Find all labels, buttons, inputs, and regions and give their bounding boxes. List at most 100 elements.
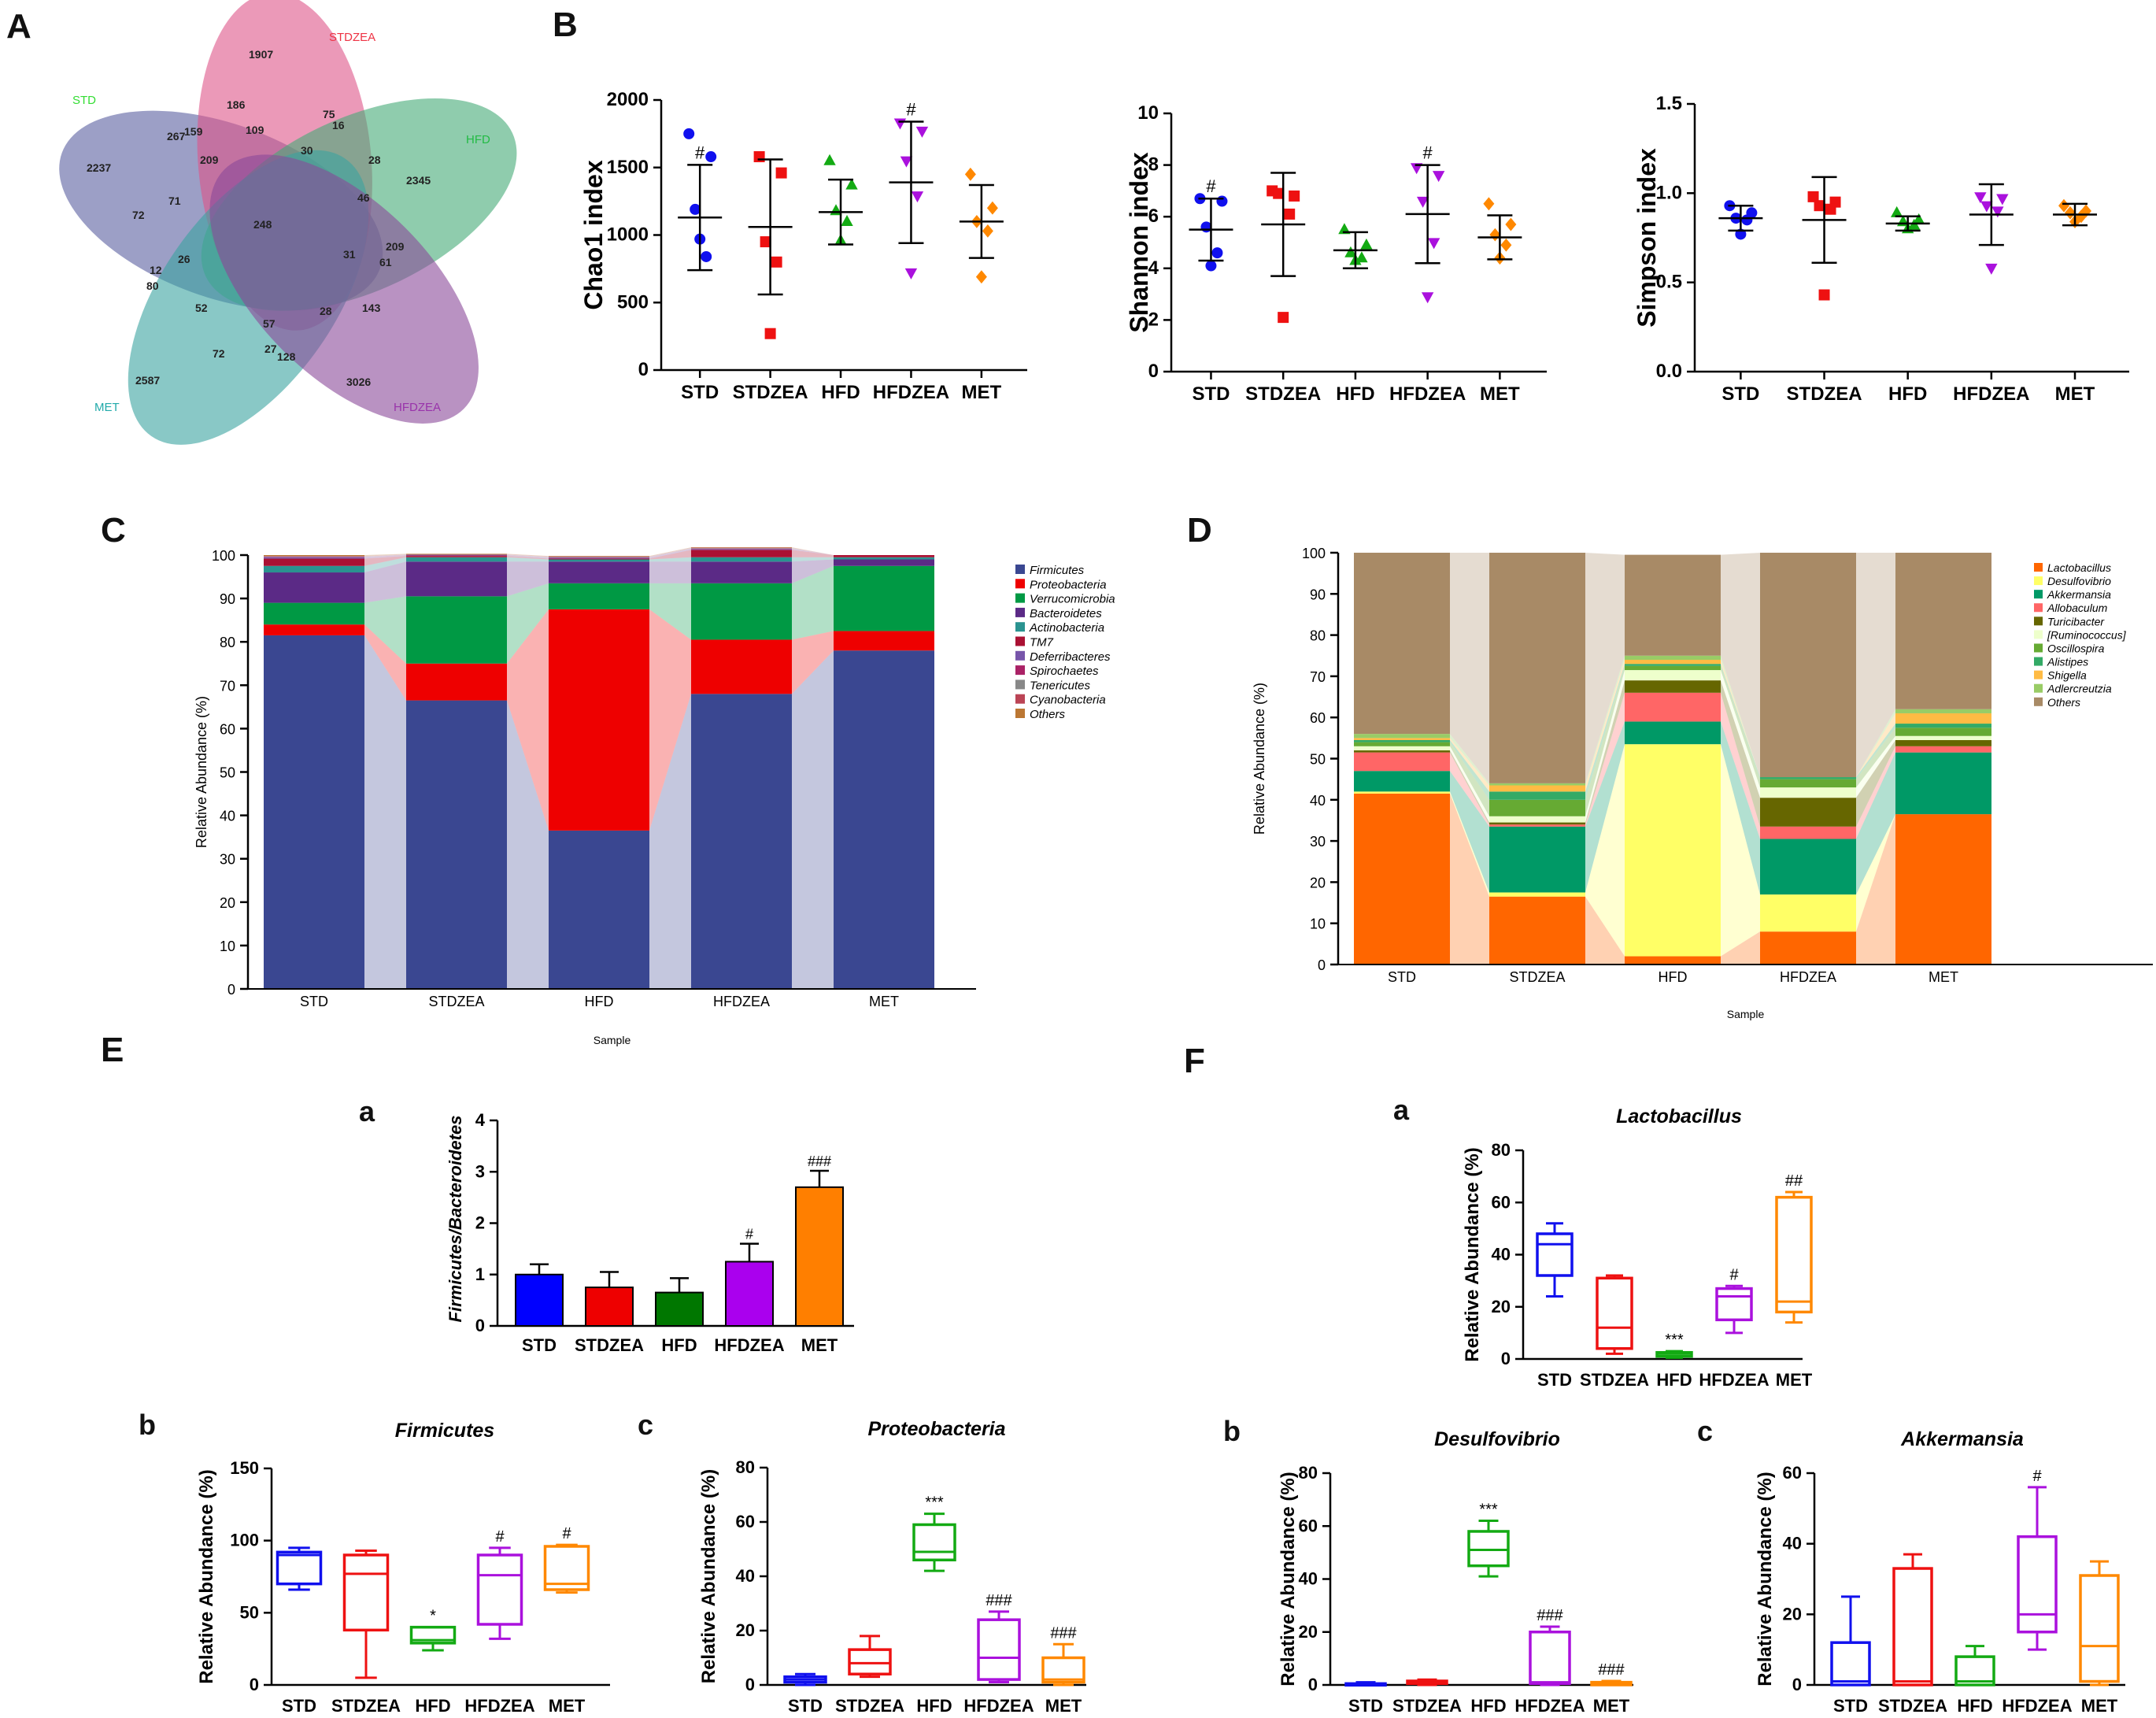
legend-swatch bbox=[2034, 603, 2043, 613]
legend-label: Akkermansia bbox=[2047, 588, 2111, 601]
data-point bbox=[2058, 198, 2069, 213]
legend-swatch bbox=[2034, 576, 2043, 586]
legend-swatch bbox=[2034, 563, 2043, 572]
x-tick-label: STD bbox=[1721, 383, 1759, 405]
flow-band bbox=[1856, 814, 1895, 932]
stack-segment bbox=[1625, 680, 1721, 693]
stack-segment bbox=[1489, 824, 1585, 827]
legend-label: Alistipes bbox=[2047, 656, 2088, 668]
stack-segment bbox=[1625, 956, 1721, 965]
box bbox=[1892, 1567, 1933, 1687]
stack-segment bbox=[1625, 659, 1721, 665]
chart-B1: 0 500 1000 1500 2000 Chao1 index STD # STDZEA HFD… bbox=[579, 89, 1027, 403]
venn-set-label: HFD bbox=[466, 133, 490, 146]
flow-band bbox=[792, 550, 834, 557]
stack-segment bbox=[1489, 892, 1585, 897]
stack-segment bbox=[1625, 670, 1721, 681]
stack-segment bbox=[1489, 822, 1585, 825]
y-tick-label: 80 bbox=[1299, 1463, 1318, 1483]
significance-marker: # bbox=[695, 143, 705, 162]
chart-D: 0 10 20 30 40 50 60 70 80 90 100 STD STDZEA HFD HFDZEA… bbox=[1252, 546, 2153, 1020]
stack-segment bbox=[406, 556, 507, 557]
flow-band bbox=[649, 561, 691, 583]
flow-band bbox=[1721, 553, 1760, 778]
y-tick-label: 0 bbox=[1318, 957, 1326, 973]
box bbox=[1715, 1287, 1753, 1322]
significance-marker: # bbox=[2032, 1468, 2042, 1485]
flow-band bbox=[1585, 670, 1625, 823]
stack-segment bbox=[1895, 713, 1991, 724]
y-axis-label: Shannon index bbox=[1125, 152, 1153, 333]
venn-count: 71 bbox=[168, 194, 181, 207]
y-tick-label: 150 bbox=[230, 1458, 259, 1478]
flow-band bbox=[792, 547, 834, 555]
flow-band bbox=[792, 557, 834, 562]
x-tick-label: STD bbox=[1537, 1370, 1572, 1390]
flow-band bbox=[1856, 735, 1895, 798]
legend-swatch bbox=[2034, 616, 2043, 626]
stack-segment bbox=[549, 556, 649, 557]
significance-marker: # bbox=[906, 99, 916, 119]
bar bbox=[725, 1261, 774, 1327]
venn-count: 28 bbox=[368, 154, 381, 166]
data-point bbox=[1500, 238, 1512, 252]
stack-segment bbox=[834, 650, 934, 989]
flow-band bbox=[507, 556, 549, 560]
flow-band bbox=[1856, 814, 1895, 965]
flow-band bbox=[1585, 896, 1625, 965]
data-point bbox=[1483, 197, 1495, 211]
y-tick-label: 100 bbox=[212, 548, 235, 564]
x-tick-label: HFDZEA bbox=[873, 382, 949, 403]
box bbox=[409, 1625, 457, 1645]
data-point bbox=[964, 167, 976, 181]
stack-segment bbox=[549, 583, 649, 609]
flow-band bbox=[507, 583, 549, 664]
x-tick-label: STDZEA bbox=[575, 1335, 644, 1355]
venn-set-label: HFDZEA bbox=[394, 401, 441, 414]
data-point bbox=[975, 270, 987, 284]
flow-band bbox=[649, 694, 691, 989]
panel-letter-F: F bbox=[1184, 1042, 1205, 1080]
y-tick-label: 20 bbox=[1299, 1622, 1318, 1642]
y-tick-label: 80 bbox=[736, 1457, 755, 1477]
y-tick-label: 60 bbox=[220, 721, 235, 737]
stack-segment bbox=[1760, 894, 1856, 932]
flow-band bbox=[1585, 680, 1625, 825]
significance-marker: *** bbox=[1479, 1501, 1498, 1519]
panel-letter-Ec: c bbox=[638, 1409, 653, 1441]
x-axis-label: Sample bbox=[1727, 1008, 1765, 1020]
flow-band bbox=[1585, 744, 1625, 957]
data-point bbox=[893, 118, 907, 130]
stack-segment bbox=[1489, 816, 1585, 823]
flow-band bbox=[1856, 713, 1895, 778]
y-tick-label: 2000 bbox=[607, 89, 649, 110]
flow-band bbox=[1585, 692, 1625, 827]
flow-band bbox=[507, 554, 549, 557]
box bbox=[2017, 1535, 2058, 1634]
stack-segment bbox=[1760, 777, 1856, 779]
venn-set-label: STDZEA bbox=[329, 31, 375, 44]
flow-band bbox=[364, 554, 406, 557]
legend-label: Turicibacter bbox=[2047, 615, 2105, 628]
y-axis-label: Relative Abundance (%) bbox=[1755, 1472, 1776, 1687]
legend-label: Tenericutes bbox=[1030, 679, 1090, 692]
y-tick-label: 0 bbox=[475, 1316, 485, 1335]
data-point bbox=[841, 214, 853, 226]
data-point bbox=[1741, 214, 1753, 226]
data-point bbox=[1284, 208, 1296, 220]
data-point bbox=[1505, 217, 1517, 231]
stack-segment bbox=[549, 609, 649, 831]
y-tick-label: 60 bbox=[1310, 710, 1326, 726]
stack-segment bbox=[1895, 709, 1991, 713]
flow-band bbox=[792, 559, 834, 583]
stack-segment bbox=[691, 547, 792, 548]
flow-band bbox=[792, 549, 834, 555]
panel-letter-Fa: a bbox=[1393, 1094, 1410, 1126]
data-point bbox=[1216, 195, 1228, 207]
data-point bbox=[1980, 201, 1993, 213]
stack-segment bbox=[264, 565, 364, 573]
y-tick-label: 20 bbox=[736, 1620, 755, 1640]
stack-segment bbox=[549, 557, 649, 559]
x-tick-label: STD bbox=[1388, 969, 1416, 985]
stack-segment bbox=[264, 555, 364, 557]
